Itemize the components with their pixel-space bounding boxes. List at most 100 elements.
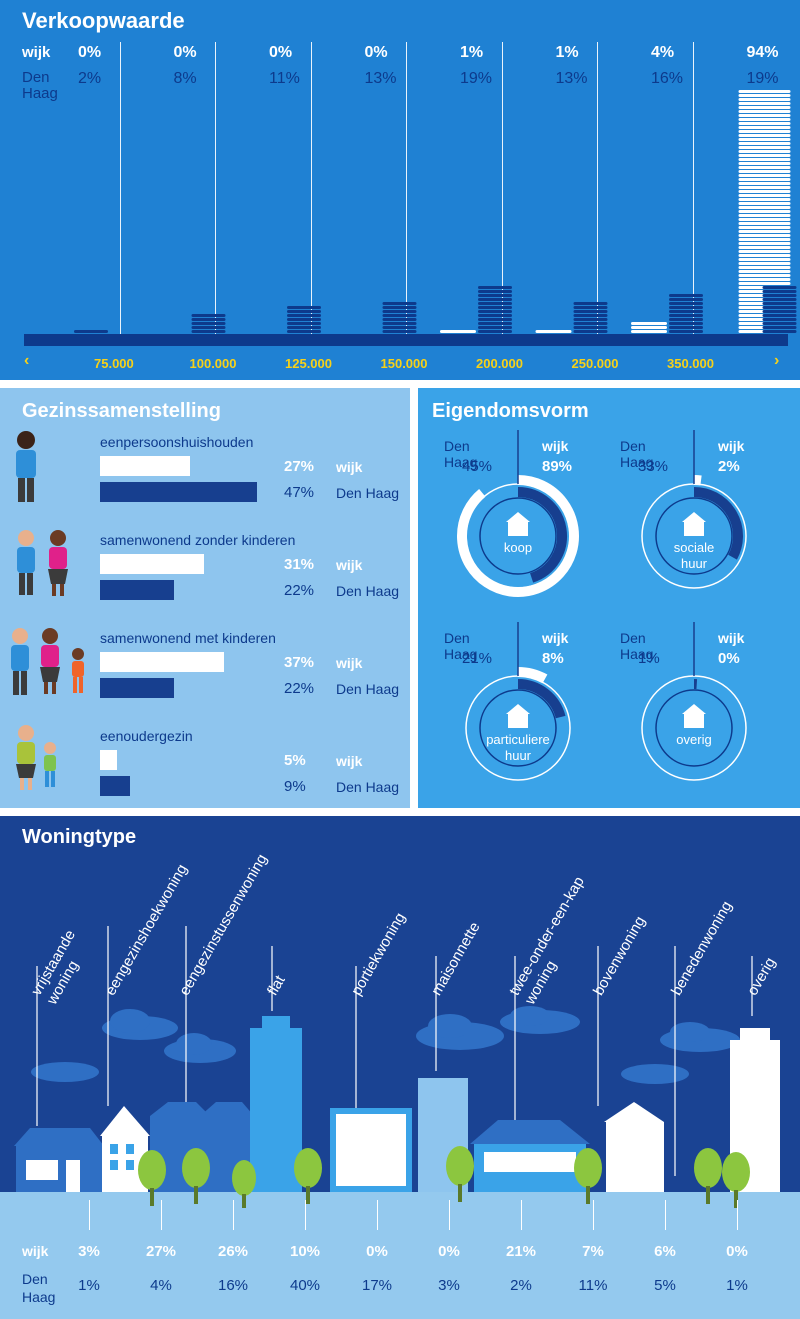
den-haag-coin-bar (287, 318, 321, 321)
wijk-coin-bar (631, 326, 667, 329)
column-divider (692, 42, 694, 342)
den-haag-coin-bar (191, 330, 226, 333)
wijk-coin-bar (738, 206, 791, 209)
wijk-value: 26% (217, 1243, 249, 1260)
den-haag-label: Den Haag (444, 630, 478, 662)
den-haag-coin-bar (478, 330, 512, 333)
pointer-tick (593, 1200, 594, 1230)
den-haag-coin-bar (478, 318, 512, 321)
eigendomsvorm-title: Eigendomsvorm (432, 400, 589, 422)
wijk-percentage: 89% (542, 458, 573, 475)
den-haag-coin-bar (573, 318, 608, 321)
wijk-coin-bar (738, 234, 791, 237)
den-haag-coin-bar (762, 314, 797, 317)
den-haag-label: Den Haag (336, 779, 400, 795)
wijk-coin-bar (631, 322, 667, 325)
donut-inner-ring (479, 497, 557, 575)
wijk-coin-bar (738, 238, 791, 241)
den-haag-percentage: 22% (284, 680, 315, 697)
den-haag-percentage: 1% (638, 650, 660, 667)
den-haag-coin-bar (478, 314, 512, 317)
upper-house-icon (604, 1102, 664, 1192)
column-divider (310, 42, 312, 342)
wijk-percentage: 8% (542, 650, 564, 667)
den-haag-value: 19% (746, 70, 779, 87)
den-haag-coin-bar (287, 306, 321, 309)
price-tick: 75.000 (94, 356, 134, 371)
donut-arc (517, 679, 566, 719)
den-haag-label-line2: Haag (22, 85, 58, 102)
donut-arc (517, 487, 567, 583)
cloud-icon (31, 1006, 740, 1084)
den-haag-coin-bar (762, 290, 797, 293)
den-haag-coin-bar (191, 326, 226, 329)
wijk-coin-bar (738, 130, 791, 133)
den-haag-value: 3% (438, 1277, 460, 1294)
den-haag-coin-bar (669, 314, 703, 317)
wijk-value: 7% (582, 1243, 604, 1260)
pointer-tick (449, 1200, 450, 1230)
den-haag-value: 13% (555, 70, 588, 87)
wijk-coin-bar (738, 98, 791, 101)
den-haag-label: Den Haag (620, 630, 654, 662)
wijk-coin-bar (738, 218, 791, 221)
den-haag-coin-bar (669, 326, 703, 329)
wijk-coin-bar (738, 134, 791, 137)
pointer-tick (233, 1200, 234, 1230)
wijk-bar (100, 750, 117, 770)
wijk-value: 21% (505, 1243, 537, 1260)
den-haag-coin-bar (669, 322, 703, 325)
den-haag-coin-bar (669, 302, 703, 305)
den-haag-value: 17% (361, 1277, 393, 1294)
apartment-icon (682, 512, 706, 536)
wijk-value: 0% (78, 44, 102, 61)
den-haag-coin-bar (573, 326, 608, 329)
den-haag-percentage: 47% (284, 484, 315, 501)
wijk-coin-bar (738, 138, 791, 141)
wijk-percentage: 0% (718, 650, 740, 667)
den-haag-coin-bar (573, 306, 608, 309)
donut-arc (517, 667, 548, 684)
den-haag-coin-bar (669, 318, 703, 321)
city-skyline-illustration (14, 926, 780, 1208)
den-haag-coin-bar (478, 302, 512, 305)
den-haag-percentage: 22% (284, 582, 315, 599)
person-single-icon (16, 431, 36, 502)
eigendom-label-line2: huur (680, 556, 708, 571)
wijk-label: wijk (22, 44, 51, 61)
portiek-building-icon (330, 1108, 412, 1192)
column-divider (501, 42, 503, 342)
wijk-coin-bar (738, 126, 791, 129)
wijk-label: wijk (336, 459, 363, 475)
wijk-percentage: 5% (284, 752, 306, 769)
woningtype-title: Woningtype (22, 826, 137, 848)
wijk-label: wijk (718, 438, 745, 454)
ownership-donut-chart (641, 622, 747, 781)
gezin-label: eenpersoonshuishouden (100, 434, 254, 450)
den-haag-value: 1% (726, 1277, 748, 1294)
den-haag-value: 13% (364, 70, 397, 87)
den-haag-coin-bar (287, 326, 321, 329)
ownership-donut-chart (457, 430, 579, 597)
wijk-value: 0% (364, 44, 388, 61)
den-haag-coin-bar (762, 330, 797, 333)
den-haag-value: 11% (578, 1277, 608, 1294)
wijk-value: 0% (726, 1243, 748, 1260)
den-haag-coin-bar (382, 310, 417, 313)
den-haag-coin-bar (762, 326, 797, 329)
wijk-coin-bar (440, 330, 476, 333)
house-icon (682, 704, 706, 728)
wijk-coin-bar (738, 266, 791, 269)
den-haag-coin-bar (382, 302, 417, 305)
gezinssamenstelling-title: Gezinssamenstelling (22, 400, 221, 422)
wijk-label: wijk (718, 630, 745, 646)
column-divider (597, 42, 598, 342)
den-haag-coin-bar (573, 322, 608, 325)
pointer-tick (377, 1200, 378, 1230)
wijk-coin-bar (738, 146, 791, 149)
wijk-coin-bar (738, 166, 791, 169)
den-haag-coin-bar (669, 306, 703, 309)
family-figures (11, 431, 84, 790)
wijk-coin-bar (738, 150, 791, 153)
den-haag-coin-bar (287, 310, 321, 313)
